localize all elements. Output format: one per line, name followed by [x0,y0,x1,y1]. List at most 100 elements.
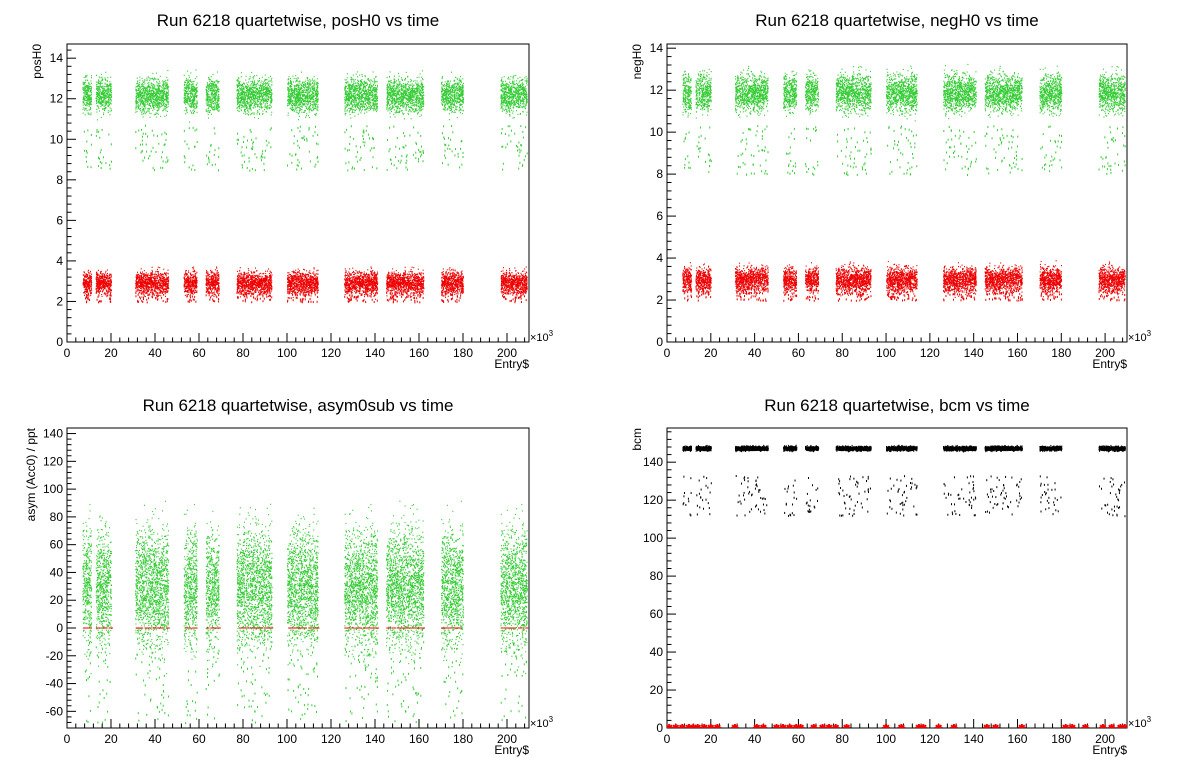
data-point [146,97,148,99]
data-point [196,96,198,99]
data-point [247,113,249,116]
data-point [109,94,111,96]
data-point [299,83,301,85]
data-point [375,90,377,93]
outlier-point [353,167,355,170]
data-point [167,94,169,96]
data-point [152,88,154,90]
data-point [88,84,90,86]
data-point [305,107,307,109]
data-point [365,95,367,97]
data-point [268,92,270,94]
data-point [361,85,363,87]
data-point [146,99,148,101]
data-point [162,87,164,90]
data-point [372,87,374,89]
data-point [365,97,367,100]
data-point [347,80,349,83]
data-point [365,81,367,83]
outlier-point [148,157,150,160]
data-point [85,88,87,90]
data-point [162,98,164,100]
data-point [160,104,162,106]
data-point [264,82,266,84]
data-point [375,100,377,102]
data-point [291,109,293,111]
data-point [109,101,111,103]
data-point [100,116,102,119]
data-point [288,93,290,95]
data-point [150,112,152,115]
data-point [103,92,105,94]
data-point [164,103,166,105]
data-point [147,90,149,92]
data-point [290,85,292,88]
data-point [253,83,255,86]
outlier-point [165,138,167,141]
data-point [305,105,307,107]
data-point [104,97,106,99]
data-point [85,91,87,93]
data-point [372,103,374,105]
data-point [142,92,144,94]
data-point [183,92,185,94]
data-point [239,83,241,86]
outlier-point [260,156,262,159]
data-point [354,79,356,81]
data-point [360,98,362,100]
data-point [160,115,162,118]
data-point [354,85,356,87]
data-point [299,91,301,93]
data-point [89,98,91,100]
data-point [370,91,372,93]
data-point [90,80,92,82]
data-point [163,102,165,104]
data-point [135,86,137,88]
data-point [190,80,192,83]
data-point [104,98,106,100]
data-point [238,101,240,104]
data-point [143,106,145,108]
data-point [192,95,194,97]
data-point [297,84,299,86]
data-point [85,101,87,103]
data-point [307,87,309,89]
outlier-point [90,143,92,146]
data-point [353,80,355,82]
data-point [189,79,191,81]
x-tick-label: 40 [148,346,162,360]
outlier-point [156,134,158,137]
data-point [253,105,255,107]
data-point [241,93,243,96]
data-point [150,97,152,99]
data-point [267,87,269,89]
data-point [105,91,107,93]
data-point [156,116,158,118]
data-point [163,109,165,111]
outlier-point [308,150,310,153]
data-point [363,105,365,108]
data-point [195,92,197,94]
data-point [287,78,289,81]
data-point [158,82,160,85]
data-point [245,75,247,77]
data-point [299,98,301,100]
data-point [151,96,153,98]
data-point [376,98,378,100]
data-point [309,102,311,105]
outlier-point [348,161,350,164]
data-point [218,110,220,113]
data-point [306,100,308,102]
data-point [271,91,273,94]
data-point [294,92,296,94]
data-point [352,78,354,80]
data-point [304,95,306,97]
data-point [143,95,145,97]
data-point [297,95,299,97]
data-point [105,94,107,96]
data-point [366,84,368,87]
data-point [313,88,315,90]
data-point [137,93,139,95]
data-point [84,98,86,100]
data-point [257,105,259,108]
